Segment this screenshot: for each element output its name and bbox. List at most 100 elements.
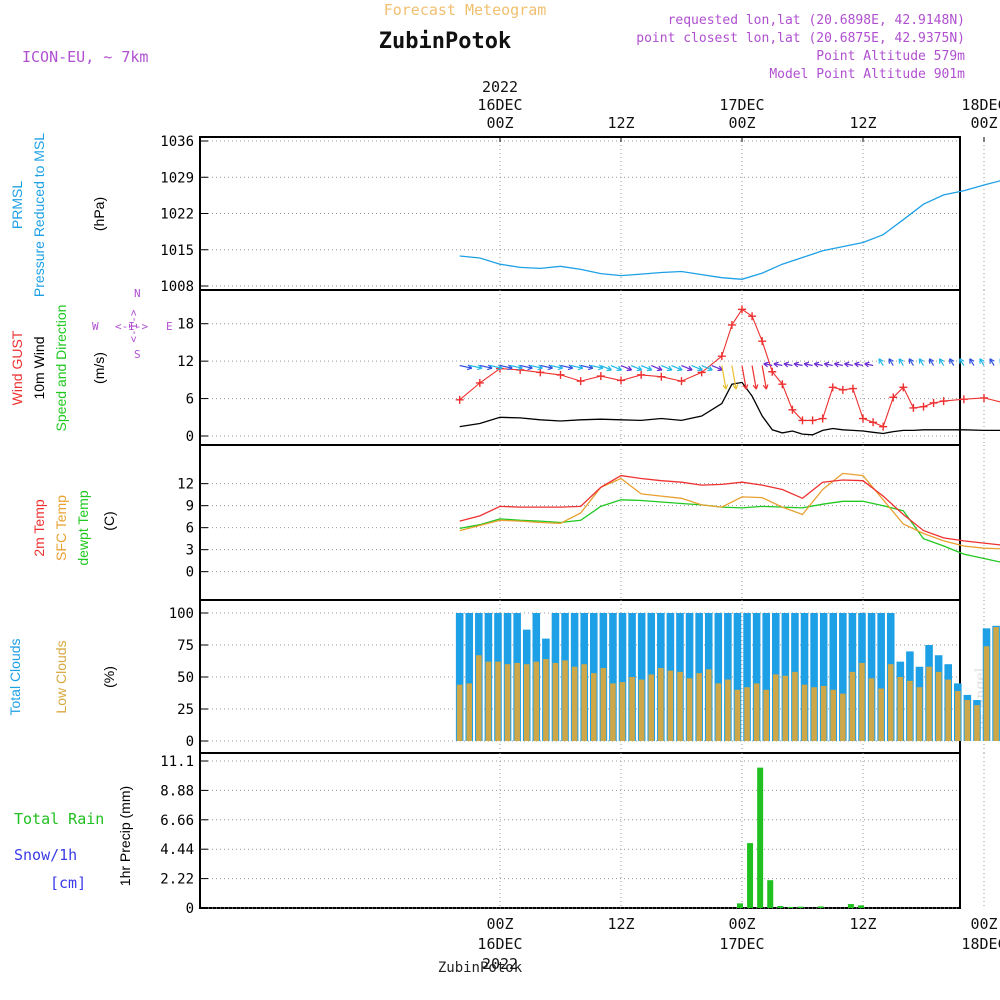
y-tick-label: 100 bbox=[169, 606, 194, 622]
panel-axis-label: (hPa) bbox=[91, 197, 107, 231]
wind-direction-arrow bbox=[499, 364, 513, 369]
total-cloud-bar bbox=[724, 613, 732, 741]
total-cloud-bar bbox=[618, 613, 627, 741]
gust-marker bbox=[717, 352, 726, 361]
low-cloud-bar bbox=[820, 685, 827, 741]
low-cloud-bar bbox=[830, 689, 837, 741]
wind-arrow-head bbox=[928, 358, 935, 364]
wind-direction-arrow bbox=[610, 364, 622, 371]
y-tick-label: 18 bbox=[177, 317, 194, 333]
gust-marker bbox=[727, 320, 736, 329]
panel-axis-label: (%) bbox=[101, 666, 117, 688]
wind-arrow-head bbox=[918, 358, 925, 364]
wind-direction-arrow bbox=[773, 363, 783, 367]
wind-arrow-head bbox=[597, 364, 604, 371]
wind-arrow-head bbox=[707, 365, 713, 372]
y-tick-label: 75 bbox=[177, 638, 194, 654]
y-tick-label: 25 bbox=[177, 702, 194, 718]
wind-arrow-head bbox=[813, 361, 820, 368]
low-cloud-bar bbox=[782, 675, 789, 741]
rain-bar bbox=[857, 905, 864, 908]
total-cloud-bar bbox=[714, 613, 723, 741]
wind-direction-arrow bbox=[844, 363, 854, 367]
gust-marker bbox=[808, 416, 817, 425]
low-cloud-bar bbox=[533, 661, 540, 741]
low-cloud-bar bbox=[638, 679, 645, 741]
total-cloud-bar bbox=[839, 613, 847, 741]
wind-direction-arrow bbox=[918, 358, 925, 366]
gust-marker bbox=[556, 370, 565, 379]
rain-bar bbox=[797, 906, 804, 908]
low-cloud-bar bbox=[514, 662, 520, 741]
y-tick-label: 1015 bbox=[160, 243, 194, 259]
gust-marker bbox=[889, 393, 898, 402]
wind-direction-arrow bbox=[721, 365, 727, 390]
wind-arrow-head bbox=[763, 361, 769, 368]
snow-legend-label: Snow/1h bbox=[14, 846, 77, 864]
panel-axis-label: 1hr Precip (mm) bbox=[117, 786, 133, 886]
wind-arrow-head bbox=[878, 358, 884, 364]
y-tick-label: 12 bbox=[177, 477, 194, 493]
gust-marker bbox=[748, 312, 757, 321]
wind-direction-arrow bbox=[600, 364, 612, 371]
wind-arrow-head bbox=[732, 384, 739, 390]
compass-east: E bbox=[166, 320, 173, 333]
low-cloud-bar bbox=[811, 687, 817, 741]
compass-horizontal: <-I-> bbox=[115, 320, 148, 333]
rain-bar bbox=[757, 767, 764, 908]
low-cloud-bar bbox=[648, 674, 655, 741]
wind-arrow-head bbox=[949, 358, 955, 364]
low-cloud-bar bbox=[993, 627, 999, 741]
wind-direction-arrow bbox=[479, 364, 493, 369]
gust-marker bbox=[657, 372, 666, 381]
wind-direction-arrow bbox=[908, 358, 914, 366]
wind-arrow-head bbox=[577, 364, 584, 371]
panel-axis-label: dewpt Temp bbox=[75, 490, 91, 565]
wind-compass: W <-I-> E <-I-> N S bbox=[92, 287, 173, 361]
wind-arrow-head bbox=[476, 364, 483, 371]
gust-marker bbox=[617, 376, 625, 385]
wind-arrow-head bbox=[677, 365, 683, 372]
wind-arrow-head bbox=[979, 358, 985, 364]
total-cloud-bar bbox=[810, 613, 818, 741]
wind-direction-arrow bbox=[731, 365, 737, 390]
wind-direction-arrow bbox=[459, 364, 473, 369]
wind-direction-arrow bbox=[751, 365, 757, 390]
panel-axis-label: (m/s) bbox=[91, 352, 107, 384]
low-cloud-bar bbox=[792, 671, 798, 741]
panel-axis-label: Wind GUST bbox=[9, 330, 25, 405]
wind-arrow-head bbox=[466, 364, 473, 371]
wind-direction-arrow bbox=[640, 364, 653, 371]
top-time-label: 18DEC bbox=[961, 96, 1000, 114]
gust-marker bbox=[536, 368, 545, 377]
total-cloud-bar bbox=[733, 613, 742, 741]
bottom-time-label: 16DEC bbox=[477, 935, 522, 953]
low-cloud-bar bbox=[562, 660, 568, 741]
panel-temp: 0 3 6 9 12 bbox=[177, 444, 985, 601]
location-title: ZubinPotok bbox=[379, 29, 511, 54]
gust-marker bbox=[818, 414, 827, 423]
wind-direction-arrow bbox=[783, 363, 793, 367]
low-cloud-bar bbox=[523, 664, 530, 741]
wind-direction-arrow bbox=[898, 358, 904, 366]
low-cloud-bar bbox=[734, 689, 741, 741]
top-time-label: 00Z bbox=[486, 114, 513, 132]
low-cloud-bar bbox=[907, 680, 913, 741]
wind-direction-arrow bbox=[560, 364, 573, 369]
total-cloud-bar bbox=[877, 613, 885, 741]
wind-direction-arrow bbox=[489, 364, 503, 369]
low-cloud-bar bbox=[926, 666, 932, 741]
y-tick-label: 8.88 bbox=[160, 783, 194, 799]
top-time-label: 2022 bbox=[482, 78, 518, 96]
gust-marker bbox=[475, 378, 484, 387]
y-tick-label: 6 bbox=[186, 392, 194, 408]
y-tick-label: 0 bbox=[186, 429, 194, 445]
wind-direction-arrow bbox=[520, 364, 533, 369]
wind-arrow-head bbox=[908, 358, 914, 364]
gust-marker bbox=[637, 370, 646, 379]
total-cloud-bar bbox=[465, 613, 474, 741]
wind-arrow-head bbox=[854, 361, 860, 368]
top-time-label: 00Z bbox=[970, 114, 997, 132]
bottom-time-label: 00Z bbox=[970, 915, 997, 933]
wind-direction-arrow bbox=[979, 358, 985, 366]
